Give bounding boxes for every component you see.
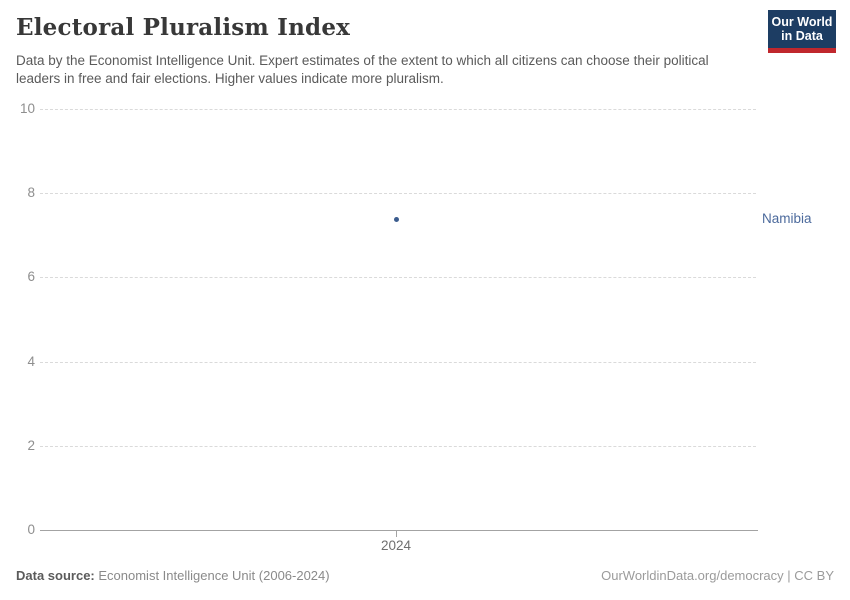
data-source-text: Economist Intelligence Unit (2006-2024): [94, 568, 330, 583]
license-link[interactable]: OurWorldinData.org/democracy | CC BY: [601, 568, 834, 583]
y-tick-label: 10: [19, 101, 35, 116]
y-tick-label: 6: [27, 269, 35, 284]
y-tick-label: 0: [27, 522, 35, 537]
y-tick-label: 8: [27, 185, 35, 200]
gridline-dash: [40, 277, 756, 278]
axis-line: [40, 530, 758, 531]
owid-logo[interactable]: Our World in Data: [768, 10, 836, 53]
x-tick-label: 2024: [380, 538, 412, 553]
x-tick-mark: [396, 531, 397, 537]
gridline-dash: [40, 193, 756, 194]
entity-label-namibia[interactable]: Namibia: [762, 210, 812, 226]
gridline-dash: [40, 446, 756, 447]
y-tick-label: 4: [27, 354, 35, 369]
chart-subtitle: Data by the Economist Intelligence Unit.…: [16, 53, 709, 86]
data-point-namibia[interactable]: [394, 216, 399, 222]
y-tick-label: 2: [27, 438, 35, 453]
page-title: Electoral Pluralism Index: [16, 14, 351, 41]
gridline-dash: [40, 109, 756, 110]
chart-footer: Data source: Economist Intelligence Unit…: [16, 568, 834, 583]
data-source-label: Data source:: [16, 568, 95, 583]
owid-logo-line1: Our World: [771, 15, 833, 29]
gridline-dash: [40, 362, 756, 363]
owid-logo-line2: in Data: [781, 29, 823, 43]
data-source-note: Data source: Economist Intelligence Unit…: [16, 568, 330, 583]
